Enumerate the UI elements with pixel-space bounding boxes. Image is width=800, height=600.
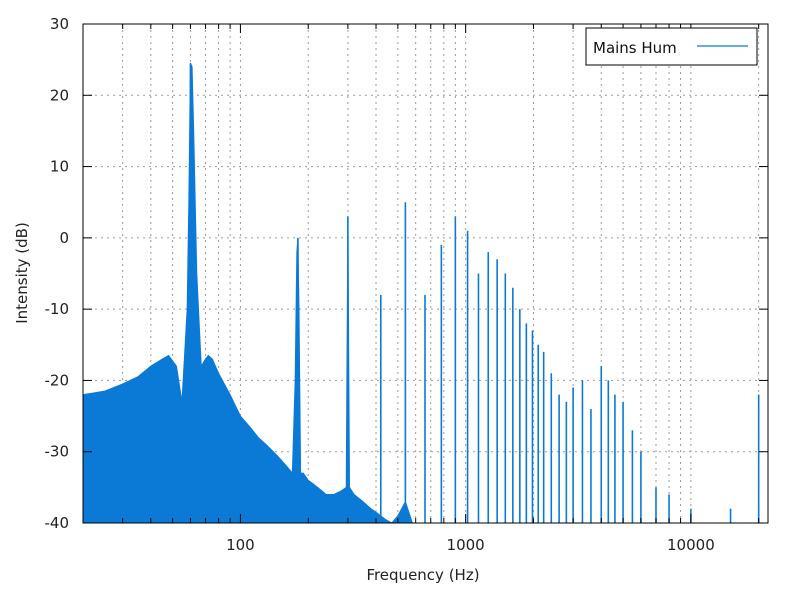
legend: Mains Hum xyxy=(585,27,758,66)
data-series-area xyxy=(82,63,768,524)
x-tick-label: 100 xyxy=(226,536,255,554)
y-tick-label: -30 xyxy=(45,443,70,461)
plot-frame xyxy=(82,23,769,524)
x-tick-label: 10000 xyxy=(667,536,715,554)
x-axis-title: Frequency (Hz) xyxy=(366,566,479,584)
y-tick-label: 0 xyxy=(59,229,69,247)
y-tick-label: 30 xyxy=(50,15,69,33)
x-tick-label: 1000 xyxy=(447,536,485,554)
y-tick-label: 20 xyxy=(50,86,69,104)
legend-label-mains-hum: Mains Hum xyxy=(593,39,677,57)
y-axis-title: Intensity (dB) xyxy=(13,222,31,324)
y-tick-label: 10 xyxy=(50,158,69,176)
y-tick-label: -40 xyxy=(45,514,70,532)
y-tick-label: -20 xyxy=(45,371,70,389)
y-tick-label: -10 xyxy=(45,300,70,318)
